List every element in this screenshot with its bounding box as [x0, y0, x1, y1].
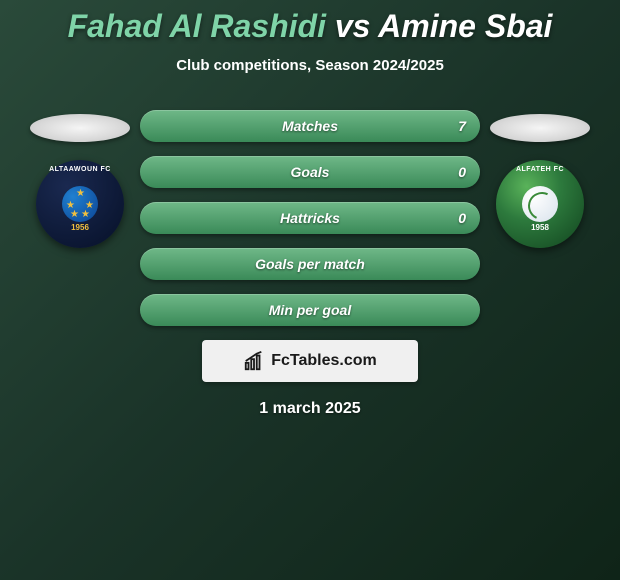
page-title: Fahad Al Rashidi vs Amine Sbai — [68, 8, 553, 45]
stat-row-min-per-goal: Min per goal — [140, 294, 480, 326]
team2-year: 1958 — [496, 223, 584, 232]
team2-ball-icon — [522, 186, 558, 222]
stat-row-hattricks: Hattricks 0 — [140, 202, 480, 234]
team2-badge: ALFATEH FC 1958 — [496, 160, 584, 248]
player1-photo-placeholder — [30, 114, 130, 142]
stat-value: 0 — [458, 164, 466, 180]
player2-photo-placeholder — [490, 114, 590, 142]
right-side: ALFATEH FC 1958 — [480, 110, 600, 248]
stat-value: 0 — [458, 210, 466, 226]
left-side: ALTAAWOUN FC ★ ★ ★ ★ ★ 1956 — [20, 110, 140, 248]
watermark[interactable]: FcTables.com — [202, 340, 418, 382]
team1-badge: ALTAAWOUN FC ★ ★ ★ ★ ★ 1956 — [36, 160, 124, 248]
vs-separator: vs — [335, 8, 371, 44]
date-label: 1 march 2025 — [259, 400, 360, 418]
stat-row-goals: Goals 0 — [140, 156, 480, 188]
team1-ball-icon: ★ ★ ★ ★ ★ — [62, 186, 98, 222]
team2-name: ALFATEH FC — [496, 166, 584, 173]
watermark-text: FcTables.com — [271, 352, 377, 370]
player1-name: Fahad Al Rashidi — [68, 8, 326, 44]
subtitle: Club competitions, Season 2024/2025 — [176, 57, 444, 74]
stat-label: Goals — [291, 164, 330, 180]
chart-icon — [243, 350, 265, 372]
team1-year: 1956 — [36, 223, 124, 232]
stat-label: Goals per match — [255, 256, 365, 272]
stat-label: Min per goal — [269, 302, 351, 318]
stat-value: 7 — [458, 118, 466, 134]
stat-label: Hattricks — [280, 210, 340, 226]
stat-label: Matches — [282, 118, 338, 134]
player2-name: Amine Sbai — [378, 8, 552, 44]
main-row: ALTAAWOUN FC ★ ★ ★ ★ ★ 1956 Matches 7 Go… — [0, 110, 620, 326]
comparison-card: Fahad Al Rashidi vs Amine Sbai Club comp… — [0, 0, 620, 418]
stats-column: Matches 7 Goals 0 Hattricks 0 Goals per … — [140, 110, 480, 326]
team1-name: ALTAAWOUN FC — [36, 166, 124, 173]
stat-row-goals-per-match: Goals per match — [140, 248, 480, 280]
stat-row-matches: Matches 7 — [140, 110, 480, 142]
